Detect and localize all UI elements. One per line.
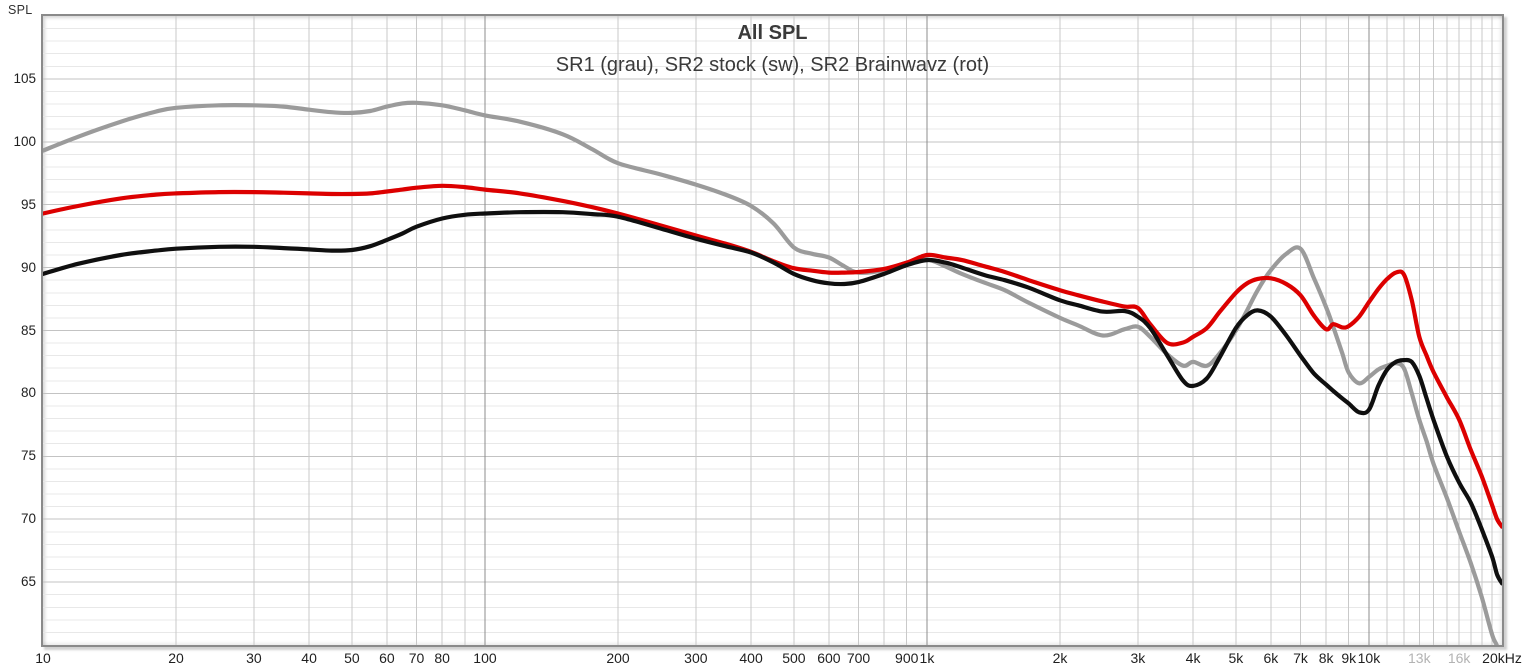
y-axis-unit-label: SPL <box>8 3 33 17</box>
y-tick-label-75: 75 <box>20 448 36 464</box>
y-tick-label-70: 70 <box>20 511 36 527</box>
curve-sr1 <box>43 100 1499 645</box>
x-tick-label-6k: 6k <box>1263 650 1279 666</box>
x-tick-label-300: 300 <box>684 650 708 666</box>
x-tick-label-2k: 2k <box>1052 650 1068 666</box>
x-tick-label-900: 900 <box>895 650 919 666</box>
x-tick-label-7k: 7k <box>1293 650 1308 666</box>
curve-sr2-stock <box>43 209 1502 586</box>
x-tick-label-200: 200 <box>606 650 630 666</box>
x-tick-label-4k: 4k <box>1185 650 1201 666</box>
x-tick-label-500: 500 <box>782 650 806 666</box>
x-tick-label-700: 700 <box>846 650 871 666</box>
y-tick-label-85: 85 <box>20 322 36 338</box>
x-tick-label-600: 600 <box>817 650 841 666</box>
x-tick-label-50: 50 <box>344 650 360 666</box>
y-tick-label-80: 80 <box>20 385 36 401</box>
x-tick-label-5k: 5k <box>1228 650 1244 666</box>
x-tick-label-10: 10 <box>35 650 51 666</box>
plot-area <box>41 14 1504 647</box>
x-tick-label-10k: 10k <box>1357 650 1381 666</box>
y-tick-label-90: 90 <box>20 259 36 275</box>
x-tick-label-80: 80 <box>434 650 450 666</box>
frequency-response-canvas <box>43 16 1502 645</box>
x-tick-label-9k: 9k <box>1341 650 1357 666</box>
x-tick-label-70: 70 <box>408 650 425 666</box>
curve-sr2-brainwavz <box>43 183 1502 529</box>
y-tick-label-105: 105 <box>13 70 36 86</box>
y-tick-label-100: 100 <box>13 133 36 149</box>
x-tick-label-30: 30 <box>246 650 262 666</box>
x-tick-label-3k: 3k <box>1130 650 1146 666</box>
x-tick-label-1k: 1k <box>919 650 935 666</box>
x-tick-label-100: 100 <box>473 650 497 666</box>
x-tick-label-13k: 13k <box>1408 650 1431 666</box>
x-tick-label-400: 400 <box>739 650 763 666</box>
x-tick-label-20: 20 <box>168 650 184 666</box>
x-tick-label-16k: 16k <box>1447 650 1471 666</box>
y-tick-label-65: 65 <box>20 574 36 590</box>
x-tick-label-20kHz: 20kHz <box>1482 650 1522 666</box>
x-tick-label-8k: 8k <box>1318 650 1334 666</box>
y-tick-label-95: 95 <box>20 196 36 212</box>
x-tick-label-40: 40 <box>301 650 317 666</box>
x-tick-label-60: 60 <box>379 650 395 666</box>
